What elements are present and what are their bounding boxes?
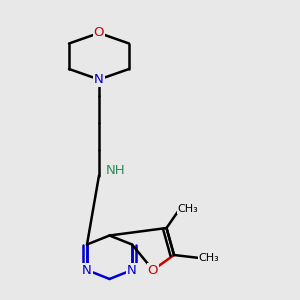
Text: N: N <box>127 263 137 277</box>
Text: N: N <box>94 73 104 86</box>
Text: O: O <box>94 26 104 40</box>
Text: CH₃: CH₃ <box>198 253 219 263</box>
Text: O: O <box>148 263 158 277</box>
Text: CH₃: CH₃ <box>177 203 198 214</box>
Text: N: N <box>82 263 92 277</box>
Text: NH: NH <box>106 164 125 178</box>
